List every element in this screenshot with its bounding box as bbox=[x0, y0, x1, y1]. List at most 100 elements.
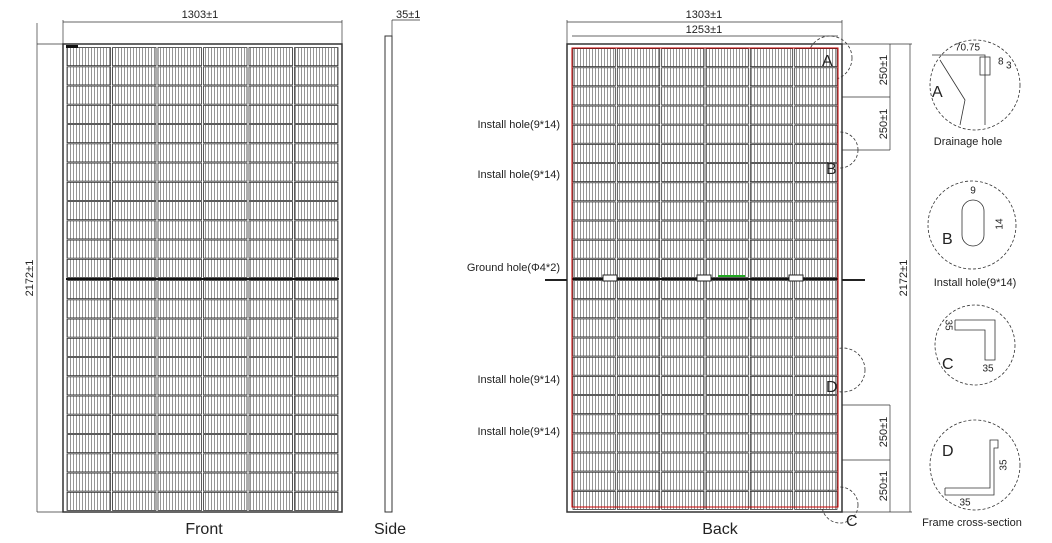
cell bbox=[705, 337, 749, 357]
cell bbox=[749, 144, 794, 163]
cell bbox=[572, 239, 616, 259]
cell bbox=[572, 452, 616, 472]
dim: 2172±1 bbox=[898, 260, 910, 297]
dim: 35 bbox=[982, 364, 994, 375]
cell bbox=[661, 414, 705, 434]
dim: 70.75 bbox=[955, 43, 980, 54]
cell bbox=[794, 280, 838, 299]
cell bbox=[203, 376, 248, 396]
cell bbox=[157, 414, 202, 434]
dim: 250±1 bbox=[878, 55, 890, 86]
cell bbox=[616, 220, 661, 240]
cell bbox=[616, 376, 661, 395]
cell bbox=[572, 433, 616, 453]
cell bbox=[572, 395, 616, 414]
dim: 1303±1 bbox=[686, 9, 723, 21]
cell bbox=[157, 318, 202, 338]
cell bbox=[203, 299, 248, 319]
cell bbox=[749, 201, 794, 221]
cell bbox=[112, 453, 157, 473]
cell bbox=[794, 452, 838, 472]
cell bbox=[749, 433, 794, 453]
cell bbox=[203, 85, 248, 105]
cell bbox=[248, 47, 293, 67]
cell bbox=[203, 414, 248, 434]
cell bbox=[661, 182, 705, 202]
cell bbox=[66, 280, 111, 300]
cell bbox=[705, 259, 749, 278]
cell bbox=[705, 182, 749, 202]
cell bbox=[794, 182, 838, 202]
cell bbox=[248, 143, 293, 163]
cell bbox=[157, 85, 202, 105]
dim: 250±1 bbox=[878, 471, 890, 502]
marker: B bbox=[826, 161, 837, 178]
cell bbox=[294, 220, 339, 240]
cell bbox=[203, 47, 248, 67]
cell bbox=[157, 376, 202, 396]
cell bbox=[66, 201, 111, 221]
cell bbox=[661, 318, 705, 338]
cell bbox=[661, 471, 705, 491]
cell bbox=[294, 201, 339, 221]
cell bbox=[749, 337, 794, 357]
dim: 1253±1 bbox=[686, 24, 723, 36]
cell bbox=[203, 220, 248, 240]
detail-letter: B bbox=[942, 231, 953, 248]
cell bbox=[248, 66, 293, 86]
cell bbox=[112, 280, 157, 300]
cell bbox=[661, 337, 705, 357]
cell bbox=[616, 452, 661, 472]
cell bbox=[294, 395, 339, 415]
cell bbox=[294, 143, 339, 163]
cell bbox=[616, 144, 661, 163]
cell bbox=[661, 201, 705, 221]
cell bbox=[794, 299, 838, 319]
cell bbox=[248, 337, 293, 357]
cell bbox=[248, 376, 293, 396]
cell bbox=[157, 280, 202, 300]
cell bbox=[294, 104, 339, 124]
cell bbox=[572, 471, 616, 491]
cell bbox=[248, 434, 293, 454]
cell bbox=[248, 280, 293, 300]
cell bbox=[572, 356, 616, 376]
cell bbox=[616, 414, 661, 434]
cell bbox=[157, 239, 202, 259]
cell bbox=[294, 162, 339, 182]
cell bbox=[616, 318, 661, 338]
cell bbox=[705, 239, 749, 259]
cell bbox=[572, 144, 616, 163]
cell bbox=[294, 491, 339, 511]
cell bbox=[749, 105, 794, 125]
cell bbox=[112, 258, 157, 278]
hole-label: Ground hole(Φ4*2) bbox=[467, 262, 560, 274]
cell bbox=[705, 105, 749, 125]
dim: 35 bbox=[959, 498, 971, 509]
inner-frame bbox=[571, 47, 839, 508]
cell bbox=[661, 280, 705, 299]
cell bbox=[572, 376, 616, 395]
cell bbox=[203, 357, 248, 377]
cell bbox=[294, 299, 339, 319]
cell bbox=[203, 395, 248, 415]
detail-letter: C bbox=[942, 356, 954, 373]
cell bbox=[157, 162, 202, 182]
cell bbox=[248, 239, 293, 259]
cell bbox=[572, 220, 616, 240]
cell bbox=[749, 471, 794, 491]
cell bbox=[248, 104, 293, 124]
hole-label: Install hole(9*14) bbox=[477, 374, 560, 386]
cell bbox=[572, 48, 616, 67]
cell bbox=[749, 414, 794, 434]
cell bbox=[66, 357, 111, 377]
cell bbox=[294, 66, 339, 86]
cell bbox=[248, 414, 293, 434]
cell bbox=[661, 124, 705, 144]
cell bbox=[705, 144, 749, 163]
cell bbox=[572, 318, 616, 338]
cell bbox=[572, 280, 616, 299]
cell bbox=[794, 105, 838, 125]
cell bbox=[794, 201, 838, 221]
cell bbox=[203, 337, 248, 357]
